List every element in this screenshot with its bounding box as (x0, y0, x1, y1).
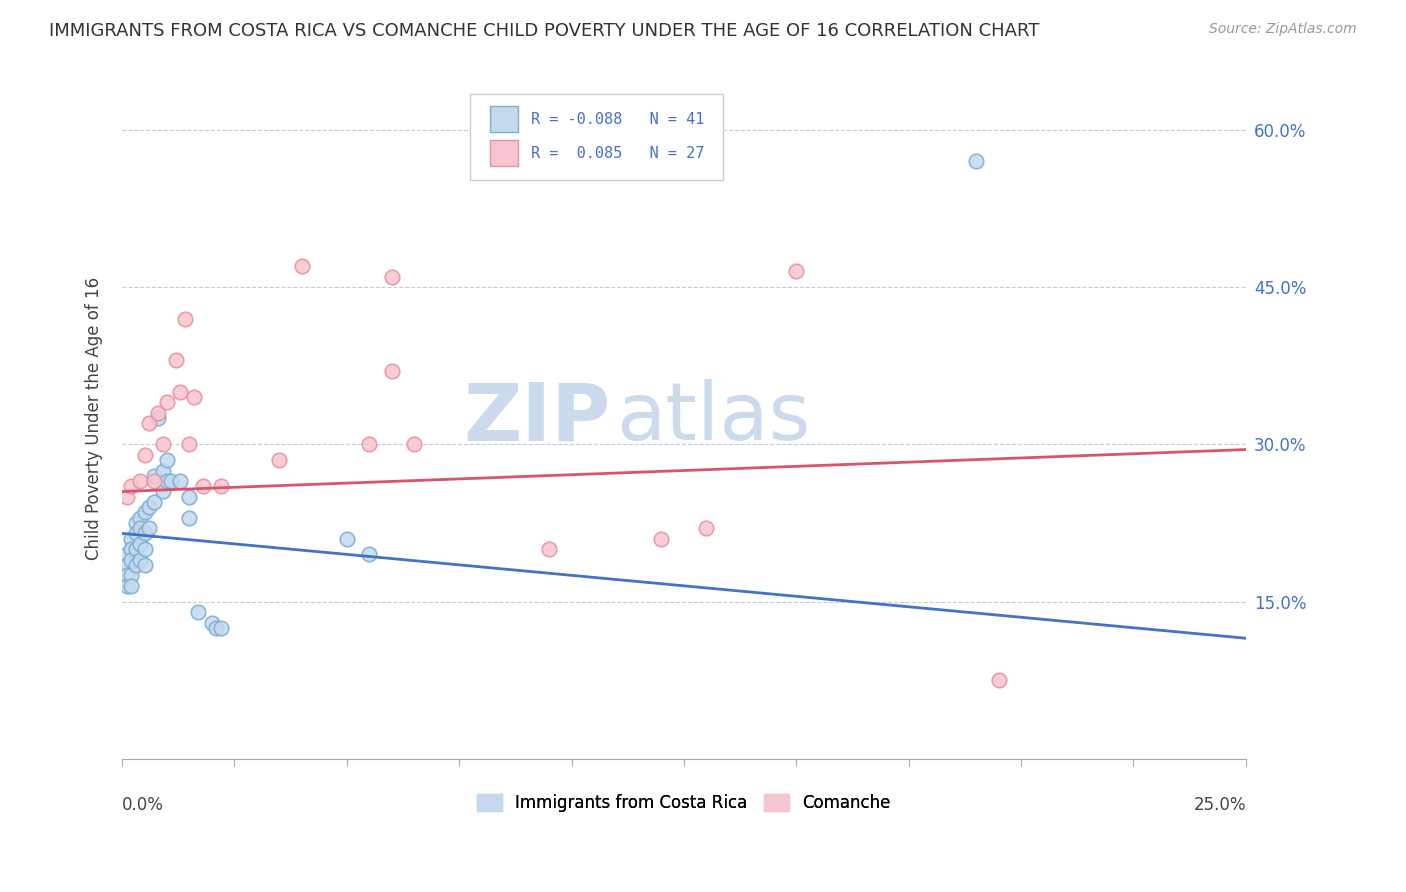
Point (179, 490, 201, 504)
Point (120, 532, 142, 546)
Point (120, 552, 142, 566)
Point (124, 526, 146, 541)
Point (169, 384, 191, 399)
Point (381, 269, 404, 284)
Legend: Immigrants from Costa Rica, Comanche: Immigrants from Costa Rica, Comanche (477, 794, 891, 812)
Point (152, 437, 174, 451)
Point (115, 558, 138, 572)
Point (134, 505, 156, 519)
Point (124, 558, 146, 572)
Point (129, 521, 152, 535)
Point (169, 474, 191, 488)
Point (187, 605, 209, 619)
Point (129, 474, 152, 488)
Point (381, 364, 404, 378)
Point (124, 542, 146, 557)
Point (134, 542, 156, 557)
Point (152, 463, 174, 477)
Text: 25.0%: 25.0% (1194, 797, 1246, 814)
Point (134, 526, 156, 541)
Point (179, 437, 201, 451)
Point (174, 311, 197, 326)
Point (201, 615, 224, 630)
FancyBboxPatch shape (471, 95, 723, 179)
FancyBboxPatch shape (489, 140, 517, 166)
Point (269, 453, 291, 467)
Text: R =  0.085   N = 27: R = 0.085 N = 27 (531, 145, 704, 161)
Point (142, 495, 165, 509)
Point (142, 468, 165, 483)
Point (129, 537, 152, 551)
Point (142, 474, 165, 488)
Point (129, 552, 152, 566)
Point (120, 479, 142, 493)
Point (134, 448, 156, 462)
Point (156, 474, 179, 488)
Point (179, 510, 201, 524)
Point (120, 579, 142, 593)
Point (191, 479, 214, 493)
Point (209, 479, 232, 493)
Point (115, 548, 138, 562)
Y-axis label: Child Poverty Under the Age of 16: Child Poverty Under the Age of 16 (86, 277, 103, 559)
Point (138, 500, 160, 515)
Point (146, 406, 169, 420)
Point (146, 411, 169, 425)
Point (160, 474, 183, 488)
Point (120, 568, 142, 582)
Text: atlas: atlas (616, 379, 811, 457)
Point (695, 521, 717, 535)
Text: ZIP: ZIP (464, 379, 610, 457)
Point (650, 532, 672, 546)
Text: Source: ZipAtlas.com: Source: ZipAtlas.com (1209, 22, 1357, 37)
Point (291, 259, 314, 273)
Point (987, 673, 1010, 688)
Point (129, 510, 152, 524)
Point (115, 568, 138, 582)
Point (359, 548, 381, 562)
Point (205, 621, 228, 635)
Point (183, 390, 205, 404)
Point (785, 264, 807, 278)
Point (115, 490, 138, 504)
FancyBboxPatch shape (489, 106, 517, 132)
Point (115, 579, 138, 593)
Point (359, 437, 381, 451)
Point (134, 558, 156, 572)
Point (124, 516, 146, 530)
Point (156, 395, 179, 409)
Point (120, 542, 142, 557)
Point (156, 453, 179, 467)
Text: R = -0.088   N = 41: R = -0.088 N = 41 (531, 112, 704, 127)
Point (138, 417, 160, 431)
Point (965, 154, 987, 169)
Point (138, 521, 160, 535)
Point (209, 621, 232, 635)
Text: 0.0%: 0.0% (122, 797, 165, 814)
Point (538, 542, 561, 557)
Point (165, 353, 187, 368)
Point (152, 484, 174, 499)
Point (336, 532, 359, 546)
Text: IMMIGRANTS FROM COSTA RICA VS COMANCHE CHILD POVERTY UNDER THE AGE OF 16 CORRELA: IMMIGRANTS FROM COSTA RICA VS COMANCHE C… (49, 22, 1039, 40)
Point (404, 437, 426, 451)
